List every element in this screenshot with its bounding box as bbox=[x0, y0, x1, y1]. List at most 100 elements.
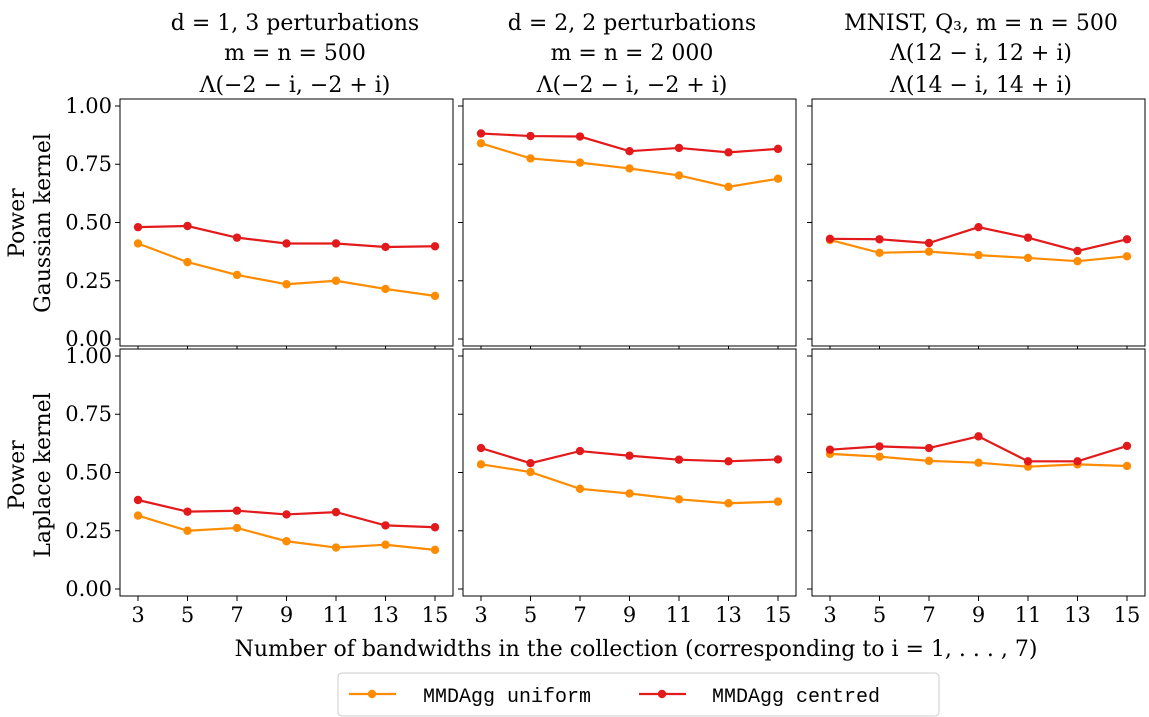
data-point-uniform bbox=[773, 497, 783, 506]
legend-item-centred: MMDAgg centred bbox=[639, 686, 880, 709]
data-point-uniform bbox=[331, 543, 341, 552]
legend-label-uniform: MMDAgg uniform bbox=[423, 686, 591, 709]
data-point-centred bbox=[674, 455, 684, 464]
data-point-centred bbox=[133, 495, 143, 505]
panel-frame bbox=[462, 98, 797, 347]
data-point-uniform bbox=[974, 250, 983, 260]
data-point-uniform bbox=[183, 257, 192, 267]
data-point-centred bbox=[1023, 457, 1033, 466]
data-point-uniform bbox=[724, 182, 733, 192]
legend: MMDAgg uniform MMDAgg centred bbox=[337, 672, 940, 717]
x-tick-label: 3 bbox=[474, 603, 487, 627]
data-point-centred bbox=[476, 443, 486, 453]
data-point-centred bbox=[1023, 233, 1033, 242]
data-point-uniform bbox=[724, 499, 733, 508]
data-point-centred bbox=[476, 129, 486, 138]
data-point-centred bbox=[1122, 235, 1132, 244]
data-point-uniform bbox=[674, 171, 684, 180]
data-point-centred bbox=[1122, 441, 1132, 451]
y-tick-label: 0.75 bbox=[65, 402, 112, 426]
data-point-uniform bbox=[875, 248, 884, 257]
data-point-centred bbox=[331, 239, 341, 248]
y-tick-label: 0.50 bbox=[65, 461, 112, 485]
x-tick-label: 11 bbox=[666, 603, 693, 627]
col-title-1-line-1: d = 1, 3 perturbations bbox=[171, 11, 419, 36]
data-point-uniform bbox=[331, 276, 341, 285]
data-point-uniform bbox=[183, 526, 192, 535]
x-axis-label: Number of bandwidths in the collection (… bbox=[235, 637, 1038, 662]
data-point-centred bbox=[625, 451, 634, 460]
panel-r1-c1: 0.00 0.25 0.50 0.75 1.00 bbox=[65, 94, 454, 351]
legend-marker-centred bbox=[657, 689, 667, 699]
col-title-3-line-2: Λ(12 − i, 12 + i) bbox=[889, 41, 1072, 66]
data-point-centred bbox=[773, 455, 783, 464]
panel-frame bbox=[811, 348, 1146, 597]
data-point-uniform bbox=[1122, 252, 1132, 261]
y-tick-label: 0.75 bbox=[65, 152, 112, 176]
column-titles: d = 1, 3 perturbations m = n = 500 Λ(−2 … bbox=[171, 11, 1118, 98]
data-point-uniform bbox=[282, 280, 291, 289]
data-point-uniform bbox=[430, 291, 440, 301]
row-label-1-line-2: Gaussian kernel bbox=[31, 133, 56, 313]
data-point-uniform bbox=[924, 247, 934, 256]
data-point-uniform bbox=[232, 270, 242, 280]
data-point-uniform bbox=[232, 523, 242, 533]
data-point-uniform bbox=[133, 239, 143, 248]
data-point-uniform bbox=[575, 158, 585, 167]
data-point-centred bbox=[526, 131, 535, 141]
data-point-centred bbox=[183, 221, 192, 231]
panel-frame bbox=[462, 348, 797, 597]
x-tick-label: 15 bbox=[422, 603, 449, 627]
data-point-uniform bbox=[924, 456, 934, 466]
data-point-centred bbox=[282, 510, 291, 519]
data-point-uniform bbox=[430, 545, 440, 555]
row-labels: Power Gaussian kernel Power Laplace kern… bbox=[5, 133, 56, 558]
col-title-2-line-1: d = 2, 2 perturbations bbox=[508, 11, 756, 36]
col-title-2-line-3: Λ(−2 − i, −2 + i) bbox=[536, 73, 728, 98]
data-point-uniform bbox=[875, 452, 884, 461]
data-point-uniform bbox=[1023, 253, 1033, 263]
data-point-uniform bbox=[282, 537, 291, 546]
data-point-centred bbox=[1073, 246, 1082, 256]
y-tick-label: 0.00 bbox=[65, 577, 112, 601]
data-point-uniform bbox=[1122, 461, 1132, 471]
x-tick-label: 13 bbox=[715, 603, 742, 627]
x-tick-label: 15 bbox=[765, 603, 792, 627]
y-tick-label: 1.00 bbox=[65, 344, 112, 368]
data-point-uniform bbox=[625, 164, 634, 173]
panel-frame bbox=[119, 98, 454, 347]
legend-marker-uniform bbox=[367, 689, 377, 699]
legend-item-uniform: MMDAgg uniform bbox=[349, 686, 591, 709]
x-tick-label: 3 bbox=[823, 603, 836, 627]
data-point-uniform bbox=[526, 467, 535, 477]
panels: 0.000.250.500.751.000.000.250.500.751.00… bbox=[65, 94, 1146, 627]
data-point-centred bbox=[773, 144, 783, 154]
data-point-centred bbox=[183, 507, 192, 516]
panel-frame bbox=[811, 98, 1146, 347]
data-point-centred bbox=[875, 442, 884, 451]
data-point-centred bbox=[825, 234, 835, 244]
data-point-centred bbox=[381, 242, 390, 252]
x-tick-label: 13 bbox=[372, 603, 399, 627]
y-tick-label: 0.00 bbox=[65, 327, 112, 351]
data-point-centred bbox=[724, 148, 733, 157]
data-point-centred bbox=[133, 222, 143, 232]
x-tick-label: 3 bbox=[131, 603, 144, 627]
row-label-2-line-2: Laplace kernel bbox=[31, 392, 56, 557]
y-tick-label: 0.50 bbox=[65, 211, 112, 235]
panel-r2-c3: 3 5 7 9 11 13 15 bbox=[807, 348, 1146, 627]
col-title-3-line-3: Λ(14 − i, 14 + i) bbox=[889, 73, 1072, 98]
data-point-uniform bbox=[381, 540, 390, 549]
x-tick-label: 5 bbox=[873, 603, 886, 627]
legend-frame bbox=[337, 672, 940, 717]
data-point-centred bbox=[724, 457, 733, 466]
panel-r1-c3 bbox=[807, 98, 1146, 351]
y-tick-label: 0.25 bbox=[65, 519, 112, 543]
col-title-3-line-1: MNIST, Q₃, m = n = 500 bbox=[844, 11, 1118, 36]
data-point-uniform bbox=[773, 174, 783, 183]
data-point-centred bbox=[430, 523, 440, 532]
x-tick-label: 9 bbox=[972, 603, 985, 627]
data-point-centred bbox=[625, 146, 634, 156]
x-tick-label: 11 bbox=[1015, 603, 1042, 627]
